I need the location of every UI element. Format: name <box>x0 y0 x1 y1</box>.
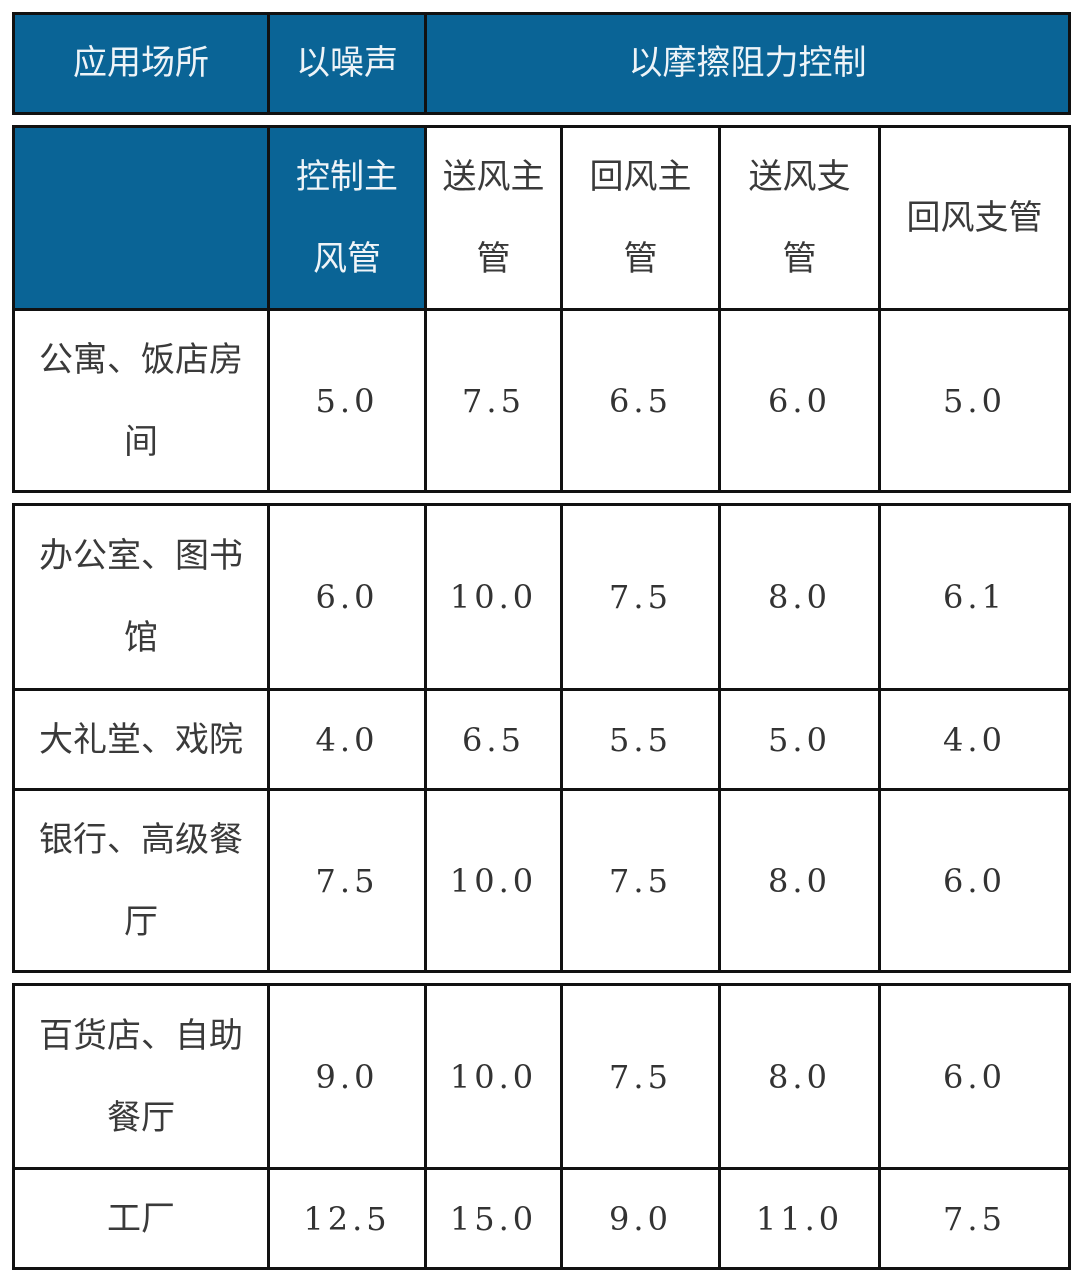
row-place: 大礼堂、戏院 <box>12 688 270 791</box>
row-value-text: 7.5 <box>609 578 672 616</box>
row-place: 银行、高级餐厅 <box>12 788 270 973</box>
row-value: 9.0 <box>267 983 427 1170</box>
row-value-text: 10.0 <box>449 1057 538 1096</box>
subheader-blank <box>12 125 270 311</box>
row-value-text: 6.0 <box>315 578 379 616</box>
row-value: 8.0 <box>718 983 881 1170</box>
row-value-text: 5.0 <box>768 720 831 759</box>
row-value: 4.0 <box>267 688 427 791</box>
subheader-return-branch: 回风支管 <box>878 125 1071 311</box>
row-value: 5.0 <box>718 688 881 791</box>
row-value: 12.5 <box>267 1167 427 1270</box>
header-place-text: 应用场所 <box>73 43 209 84</box>
row-place-text: 公寓、饭店房间 <box>39 339 243 462</box>
row-value-text: 6.1 <box>943 578 1006 616</box>
header-noise-text: 以噪声 <box>296 43 398 84</box>
row-value-text: 10.0 <box>449 578 538 616</box>
header-friction-text: 以摩擦阻力控制 <box>628 43 867 84</box>
row-value: 10.0 <box>424 788 563 973</box>
header-friction: 以摩擦阻力控制 <box>424 12 1071 115</box>
subheader-noise-main-text: 控制主风管 <box>296 157 398 279</box>
row-value-text: 8.0 <box>768 578 831 616</box>
row-value: 7.5 <box>560 788 721 973</box>
row-value-text: 10.0 <box>449 861 538 900</box>
header-place: 应用场所 <box>12 12 270 115</box>
row-value-text: 6.5 <box>609 381 672 420</box>
row-value-text: 6.5 <box>462 720 525 759</box>
row-value: 6.5 <box>560 308 721 493</box>
row-value-text: 9.0 <box>609 1199 672 1238</box>
row-value: 6.0 <box>878 983 1071 1170</box>
row-value-text: 6.0 <box>943 1057 1006 1096</box>
subheader-supply-branch-text: 送风支管 <box>748 157 851 279</box>
subheader-return-main-text: 回风主管 <box>589 157 692 279</box>
row-value: 7.5 <box>878 1167 1071 1270</box>
header-noise: 以噪声 <box>267 12 427 115</box>
row-value-text: 8.0 <box>768 1057 831 1096</box>
subheader-supply-main-text: 送风主管 <box>442 157 545 279</box>
row-value-text: 7.5 <box>609 861 672 900</box>
row-value-text: 6.0 <box>943 861 1006 900</box>
row-value: 5.0 <box>878 308 1071 493</box>
row-value: 10.0 <box>424 503 563 691</box>
subheader-supply-branch: 送风支管 <box>718 125 881 311</box>
row-value: 7.5 <box>267 788 427 973</box>
row-place: 公寓、饭店房间 <box>12 308 270 493</box>
row-value-text: 5.5 <box>609 720 672 759</box>
subheader-return-branch-text: 回风支管 <box>906 198 1043 238</box>
subheader-supply-main: 送风主管 <box>424 125 563 311</box>
row-value: 8.0 <box>718 788 881 973</box>
row-value: 15.0 <box>424 1167 563 1270</box>
row-value: 5.5 <box>560 688 721 791</box>
row-value: 6.0 <box>267 503 427 691</box>
row-place: 办公室、图书馆 <box>12 503 270 691</box>
row-place-text: 工厂 <box>107 1198 175 1239</box>
row-value: 11.0 <box>718 1167 881 1270</box>
row-value: 7.5 <box>560 503 721 691</box>
row-value-text: 8.0 <box>768 861 831 900</box>
row-value-text: 4.0 <box>943 720 1006 759</box>
row-place-text: 大礼堂、戏院 <box>39 719 243 760</box>
row-value: 4.0 <box>878 688 1071 791</box>
row-value-text: 9.0 <box>315 1057 379 1096</box>
row-value: 6.1 <box>878 503 1071 691</box>
row-place-text: 银行、高级餐厅 <box>39 819 243 942</box>
row-value-text: 11.0 <box>755 1199 844 1238</box>
row-value: 6.0 <box>878 788 1071 973</box>
subheader-return-main: 回风主管 <box>560 125 721 311</box>
row-value: 5.0 <box>267 308 427 493</box>
row-value: 6.0 <box>718 308 881 493</box>
row-value-text: 15.0 <box>449 1199 538 1238</box>
row-value-text: 6.0 <box>768 381 831 420</box>
row-place: 百货店、自助餐厅 <box>12 983 270 1170</box>
row-value: 6.5 <box>424 688 563 791</box>
row-value-text: 12.5 <box>303 1199 391 1238</box>
subheader-noise-main: 控制主风管 <box>267 125 427 311</box>
row-value: 7.5 <box>560 983 721 1170</box>
row-value: 8.0 <box>718 503 881 691</box>
row-value-text: 7.5 <box>943 1199 1006 1238</box>
row-value-text: 7.5 <box>462 381 525 420</box>
row-value: 9.0 <box>560 1167 721 1270</box>
row-place-text: 百货店、自助餐厅 <box>39 1015 243 1138</box>
row-value-text: 4.0 <box>315 720 379 759</box>
row-place-text: 办公室、图书馆 <box>39 536 243 658</box>
row-value-text: 7.5 <box>609 1057 672 1096</box>
row-place: 工厂 <box>12 1167 270 1270</box>
row-value: 7.5 <box>424 308 563 493</box>
row-value: 10.0 <box>424 983 563 1170</box>
row-value-text: 5.0 <box>943 381 1006 420</box>
row-value-text: 7.5 <box>315 861 379 900</box>
row-value-text: 5.0 <box>315 381 379 420</box>
